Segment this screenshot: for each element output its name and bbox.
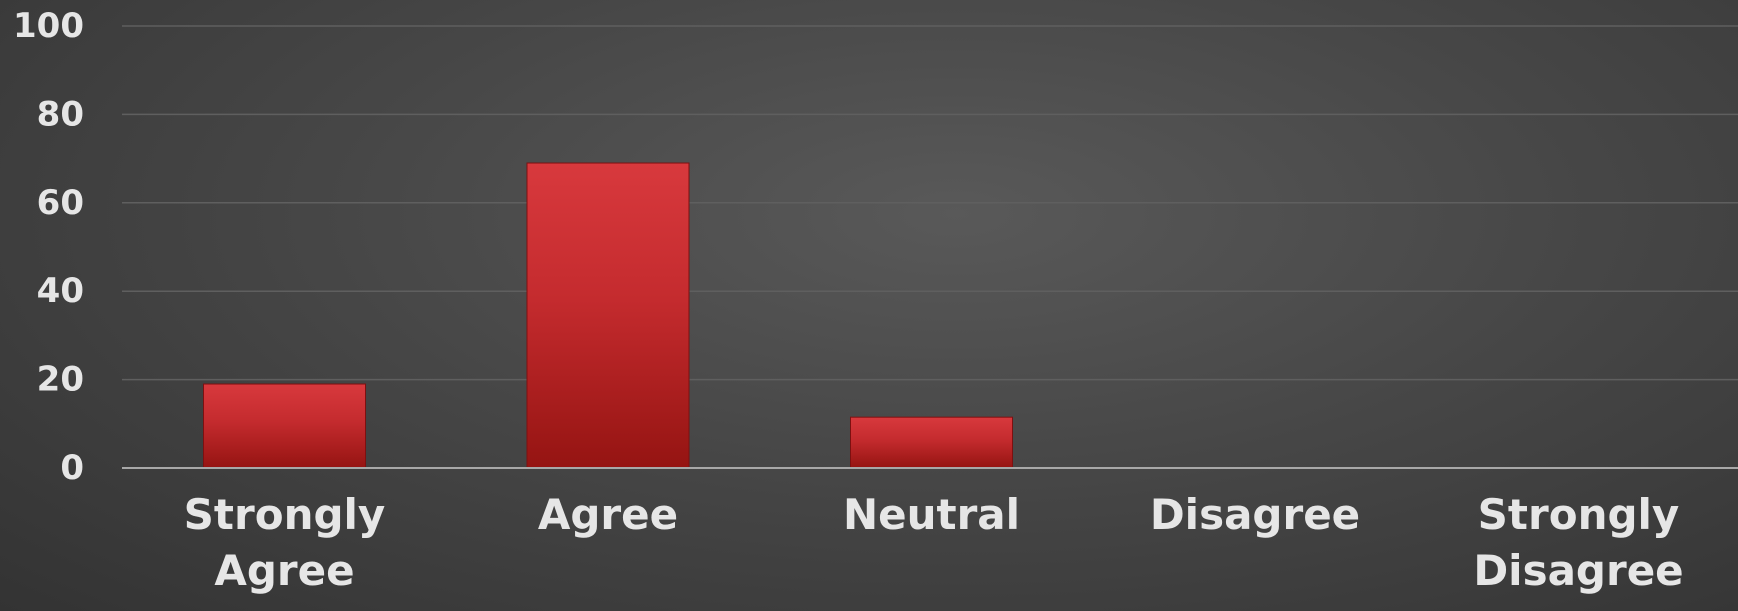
y-tick-label: 40: [37, 271, 84, 311]
x-tick-label-line: Strongly: [1478, 490, 1680, 539]
y-tick-label: 100: [13, 6, 84, 46]
bars: [203, 162, 1013, 469]
bar: [850, 416, 1013, 469]
bar: [203, 383, 366, 469]
y-axis-tick-labels: 0 20 40 60 80 100: [13, 6, 84, 488]
y-tick-label: 20: [37, 360, 84, 400]
x-tick-label: Agree: [538, 490, 678, 539]
x-tick-label: Strongly Agree: [184, 490, 386, 595]
x-tick-label-line: Disagree: [1150, 490, 1360, 539]
y-tick-label: 60: [37, 183, 84, 223]
y-tick-label: 0: [60, 448, 84, 488]
gridlines: [122, 25, 1738, 381]
x-tick-label-line: Neutral: [843, 490, 1020, 539]
x-tick-label: Disagree: [1150, 490, 1360, 539]
x-tick-label: Strongly Disagree: [1473, 490, 1683, 595]
x-tick-label-line: Strongly: [184, 490, 386, 539]
y-tick-label: 80: [37, 94, 84, 134]
x-tick-label-line: Disagree: [1473, 546, 1683, 595]
bar: [526, 162, 690, 469]
x-tick-label-line: Agree: [214, 546, 354, 595]
x-tick-label: Neutral: [843, 490, 1020, 539]
x-tick-label-line: Agree: [538, 490, 678, 539]
